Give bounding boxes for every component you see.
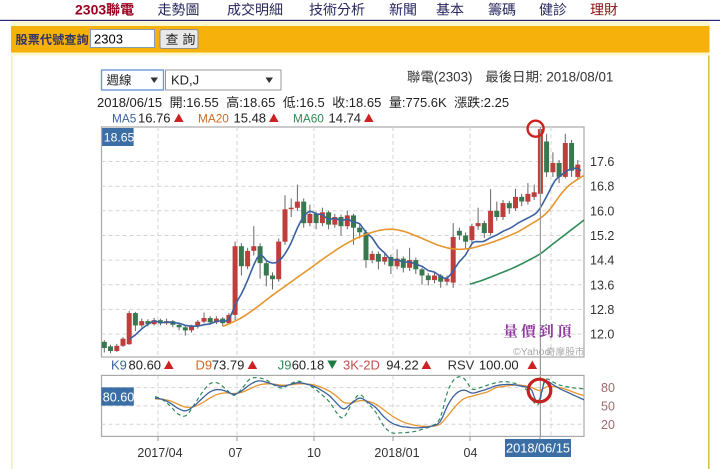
svg-text:94.22: 94.22 <box>386 358 419 373</box>
svg-text:15.2: 15.2 <box>590 229 614 243</box>
svg-text:MA20: MA20 <box>198 112 229 126</box>
svg-text:2018/06/15: 2018/06/15 <box>97 95 162 110</box>
svg-text:14.74: 14.74 <box>329 111 362 126</box>
svg-text:16.8: 16.8 <box>590 180 614 194</box>
svg-text:14.4: 14.4 <box>590 254 614 268</box>
svg-text:16.76: 16.76 <box>138 111 171 126</box>
svg-text:2018/06/15: 2018/06/15 <box>506 441 570 456</box>
svg-text:2303: 2303 <box>75 2 106 18</box>
svg-text:80: 80 <box>601 381 615 395</box>
svg-text:2018/01: 2018/01 <box>374 446 419 460</box>
svg-text:17.6: 17.6 <box>590 155 614 169</box>
svg-text:50: 50 <box>601 399 615 413</box>
svg-text::18.65: :18.65 <box>345 95 381 110</box>
svg-text:J9: J9 <box>278 358 292 373</box>
svg-text:07: 07 <box>229 446 243 460</box>
svg-text:15.48: 15.48 <box>234 111 267 126</box>
svg-text:MA5: MA5 <box>112 112 137 126</box>
svg-text:: 2018/08/01: : 2018/08/01 <box>539 70 613 85</box>
svg-text:18.65: 18.65 <box>104 130 135 144</box>
svg-text:20: 20 <box>601 418 615 432</box>
svg-text:16.0: 16.0 <box>590 204 614 218</box>
svg-text:MA60: MA60 <box>293 112 324 126</box>
svg-text:(2303): (2303) <box>434 70 473 85</box>
svg-text:D9: D9 <box>196 358 213 373</box>
svg-text:12.0: 12.0 <box>590 328 614 342</box>
svg-text::775.6K: :775.6K <box>402 95 447 110</box>
svg-text:80.60: 80.60 <box>103 391 135 405</box>
svg-text:3K-2D: 3K-2D <box>343 358 380 373</box>
svg-text::16.55: :16.55 <box>183 95 219 110</box>
svg-text:12.8: 12.8 <box>590 303 614 317</box>
svg-text:80.60: 80.60 <box>129 358 162 373</box>
svg-text:K9: K9 <box>111 358 127 373</box>
svg-text:60.18: 60.18 <box>292 358 325 373</box>
svg-text:©Yahoo: ©Yahoo <box>513 346 550 358</box>
svg-text:13.6: 13.6 <box>590 278 614 292</box>
svg-text::2.25: :2.25 <box>480 95 509 110</box>
svg-text:73.79: 73.79 <box>212 358 245 373</box>
svg-text:10: 10 <box>307 446 321 460</box>
svg-text:KD,J: KD,J <box>171 73 199 88</box>
svg-text:04: 04 <box>464 446 478 460</box>
svg-text:100.00: 100.00 <box>479 358 519 373</box>
svg-text:2017/04: 2017/04 <box>137 446 182 460</box>
svg-text:2303: 2303 <box>94 32 123 47</box>
svg-text::18.65: :18.65 <box>239 95 275 110</box>
svg-text:RSV: RSV <box>448 358 475 373</box>
svg-text::16.5: :16.5 <box>296 95 325 110</box>
